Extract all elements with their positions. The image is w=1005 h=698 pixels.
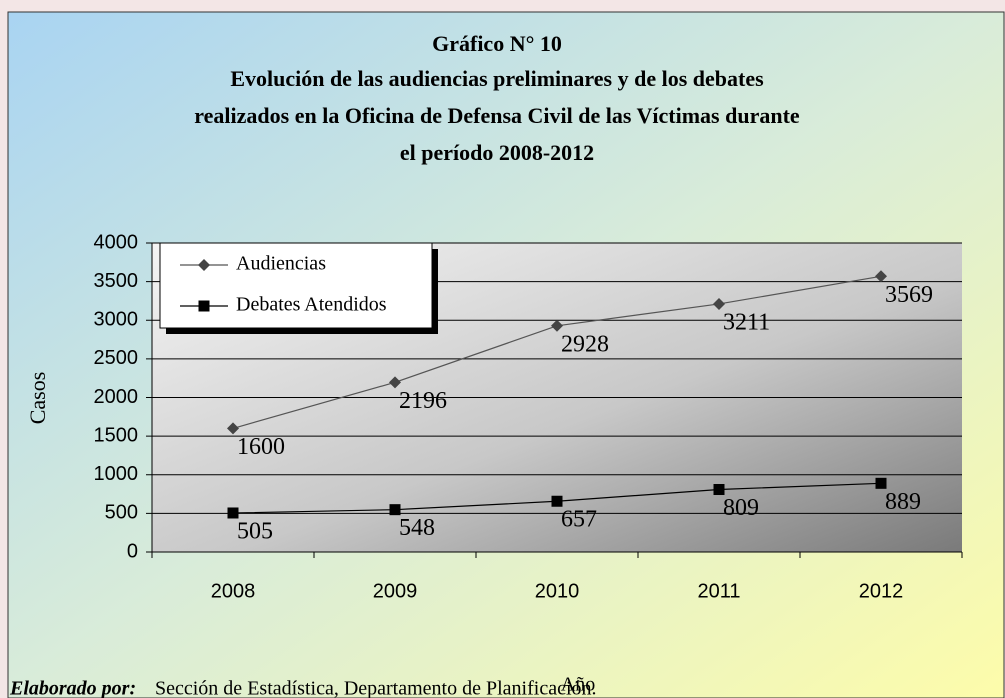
x-tick-label: 2010 — [535, 580, 580, 602]
x-tick-label: 2011 — [697, 580, 740, 602]
y-tick-label: 500 — [105, 502, 138, 524]
chart-subtitle: Evolución de las audiencias preliminares… — [230, 66, 764, 91]
data-label: 3211 — [723, 309, 770, 335]
marker — [389, 504, 401, 516]
marker — [551, 495, 563, 507]
marker — [551, 319, 563, 332]
y-tick-label: 0 — [127, 540, 138, 562]
y-tick-label: 3000 — [94, 309, 139, 331]
y-tick-label: 1000 — [94, 463, 139, 485]
source-label: Elaborado por: — [9, 678, 136, 698]
data-label: 809 — [723, 495, 759, 521]
marker — [389, 376, 401, 389]
y-tick-label: 1500 — [94, 424, 139, 446]
y-axis-title: Casos — [25, 372, 50, 425]
x-tick-label: 2008 — [211, 580, 256, 602]
data-label: 548 — [399, 515, 435, 541]
x-tick-label: 2012 — [859, 580, 904, 602]
marker — [227, 422, 239, 435]
data-label: 657 — [561, 507, 597, 533]
y-tick-label: 2000 — [94, 386, 139, 408]
marker — [198, 259, 210, 271]
legend-label: Debates Atendidos — [236, 294, 387, 316]
y-tick-label: 3500 — [94, 270, 139, 292]
chart-title: Gráfico N° 10 — [432, 31, 562, 56]
chart-subtitle: realizados en la Oficina de Defensa Civi… — [194, 103, 800, 128]
legend — [159, 242, 433, 329]
marker — [875, 270, 887, 283]
y-tick-label: 4000 — [94, 231, 139, 253]
data-label: 505 — [237, 518, 273, 544]
data-label: 1600 — [237, 434, 285, 460]
legend-label: Audiencias — [236, 253, 326, 275]
x-axis-title: Año — [561, 674, 595, 696]
marker — [713, 484, 725, 496]
marker — [713, 297, 725, 310]
data-label: 3569 — [885, 282, 933, 308]
data-label: 889 — [885, 489, 921, 515]
marker — [875, 477, 887, 489]
marker — [198, 300, 210, 312]
source: Sección de Estadística, Departamento de … — [155, 678, 597, 698]
data-label: 2928 — [561, 331, 609, 357]
y-tick-label: 2500 — [94, 347, 139, 369]
x-tick-label: 2009 — [373, 580, 418, 602]
data-label: 2196 — [399, 388, 447, 414]
chart-subtitle: el período 2008-2012 — [400, 140, 594, 165]
marker — [227, 507, 239, 519]
